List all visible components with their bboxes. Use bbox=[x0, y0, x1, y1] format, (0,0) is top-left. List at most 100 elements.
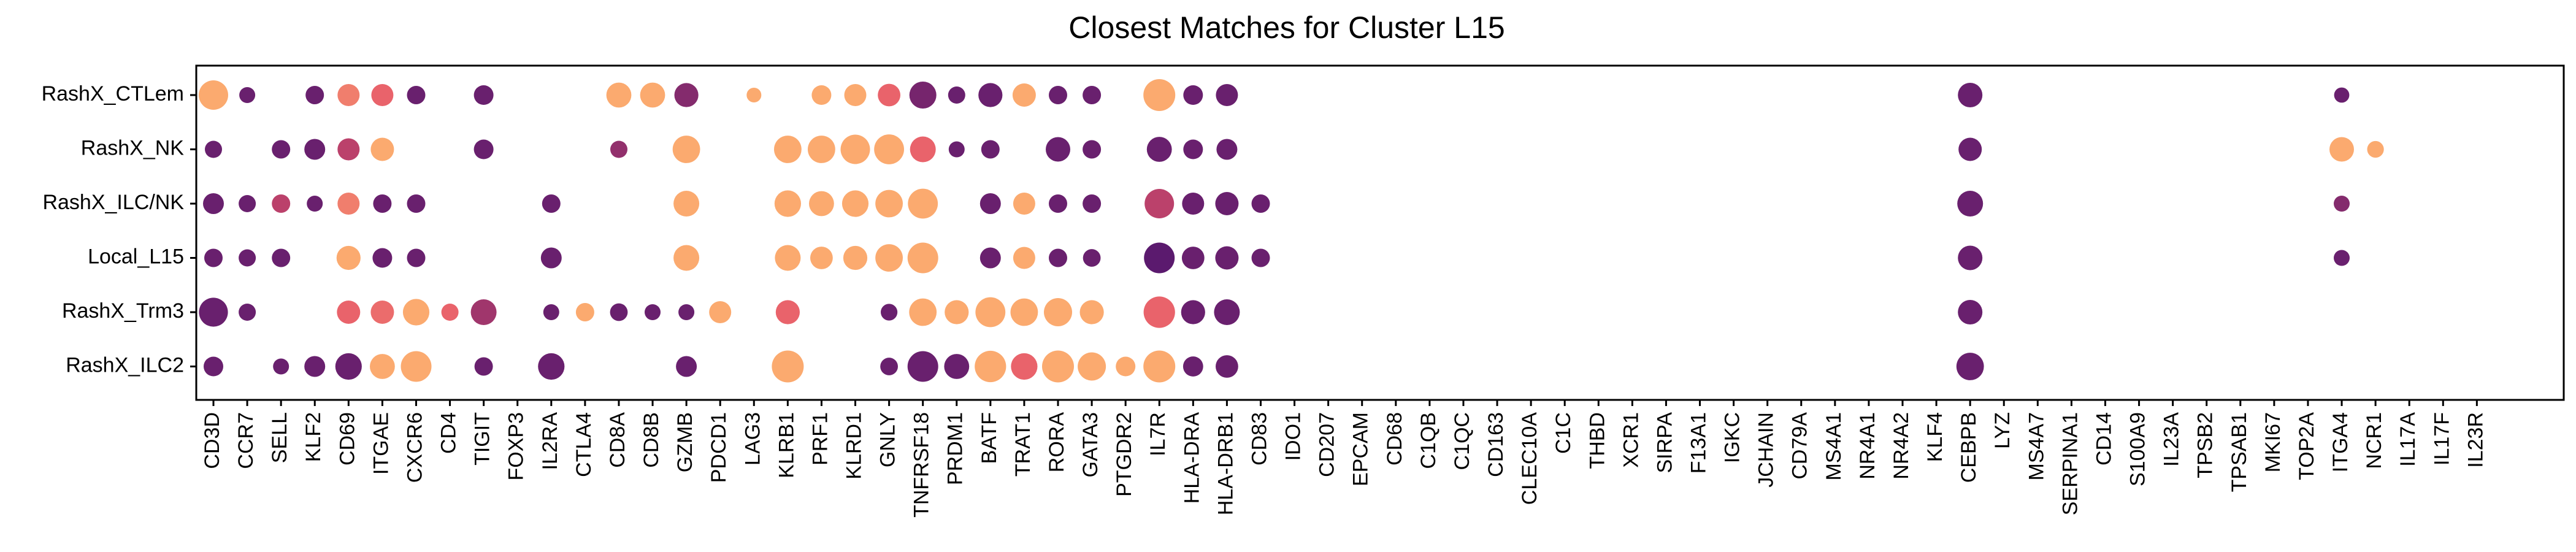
dot-rashx-ilc-nk-gata3 bbox=[1083, 194, 1102, 213]
dot-rashx-ctlem-gnly bbox=[878, 83, 900, 107]
dot-series-layer bbox=[199, 79, 2384, 383]
dot-rashx-ctlem-rora bbox=[1049, 86, 1067, 104]
dot-rashx-trm3-cebpb bbox=[1958, 300, 1983, 324]
dot-rashx-ilc-nk-prf1 bbox=[809, 191, 834, 217]
x-tick-label-c1qb: C1QB bbox=[1417, 412, 1440, 469]
x-tick-label-c1qc: C1QC bbox=[1451, 412, 1474, 470]
x-tick-label-ncr1: NCR1 bbox=[2363, 412, 2386, 469]
dot-rashx-nk-tigit bbox=[473, 139, 494, 159]
dot-local-l15-cd83 bbox=[1251, 248, 1270, 267]
x-tick-label-cd68: CD68 bbox=[1383, 412, 1406, 466]
dot-local-l15-cd3d bbox=[204, 248, 223, 267]
x-tick-label-trat1: TRAT1 bbox=[1011, 412, 1035, 477]
dot-rashx-trm3-cd3d bbox=[199, 297, 228, 327]
x-tick-label-mki67: MKI67 bbox=[2261, 412, 2285, 472]
dot-rashx-ctlem-trat1 bbox=[1012, 83, 1036, 107]
dot-local-l15-prf1 bbox=[810, 247, 833, 269]
dot-rashx-ilc-nk-cd83 bbox=[1251, 194, 1270, 213]
dot-rashx-ctlem-il7r bbox=[1143, 79, 1176, 111]
dot-rashx-ilc2-cebpb bbox=[1956, 353, 1984, 380]
y-tick-label-rashx-trm3: RashX_Trm3 bbox=[62, 299, 184, 323]
x-tick-label-il7r: IL7R bbox=[1146, 412, 1170, 456]
dot-rashx-nk-klrb1 bbox=[774, 136, 802, 163]
x-tick-label-cd69: CD69 bbox=[335, 412, 359, 466]
x-tick-label-gata3: GATA3 bbox=[1079, 412, 1102, 477]
dot-rashx-ilc-nk-tnfrsf18 bbox=[908, 188, 938, 219]
x-tick-label-nr4a2: NR4A2 bbox=[1890, 412, 1913, 480]
dot-rashx-ctlem-prf1 bbox=[811, 85, 832, 105]
dot-rashx-ilc-nk-il7r bbox=[1144, 189, 1175, 218]
dot-rashx-trm3-hla-dra bbox=[1181, 300, 1205, 324]
x-tick-label-gzmb: GZMB bbox=[673, 412, 697, 472]
dot-rashx-ilc-nk-ccr7 bbox=[239, 195, 256, 212]
dot-rashx-ctlem-tigit bbox=[473, 85, 494, 105]
x-axis: CD3D CCR7 SELL KLF2 CD69 ITGAE CXCR6 CD4 TIGIT FO… bbox=[201, 400, 2487, 518]
dot-rashx-ilc2-hla-drb1 bbox=[1216, 355, 1238, 378]
x-tick-label-cd3d: CD3D bbox=[201, 412, 224, 469]
dot-rashx-ilc-nk-itgae bbox=[373, 194, 392, 213]
x-tick-label-foxp3: FOXP3 bbox=[505, 412, 528, 480]
x-tick-label-thbd: THBD bbox=[1585, 412, 1609, 469]
dot-rashx-ilc-nk-rora bbox=[1049, 194, 1067, 213]
dot-local-l15-itga4 bbox=[2334, 250, 2350, 266]
x-tick-label-cd207: CD207 bbox=[1316, 412, 1339, 477]
x-tick-label-tnfrsf18: TNFRSF18 bbox=[910, 412, 933, 518]
dot-rashx-ctlem-hla-dra bbox=[1183, 85, 1203, 105]
x-tick-label-sell: SELL bbox=[268, 412, 291, 463]
x-tick-label-sirpa: SIRPA bbox=[1653, 412, 1676, 473]
dot-rashx-ilc2-tnfrsf18 bbox=[907, 351, 938, 382]
dot-rashx-ilc2-batf bbox=[975, 350, 1006, 383]
x-tick-label-ms4a1: MS4A1 bbox=[1822, 412, 1846, 481]
x-tick-label-prdm1: PRDM1 bbox=[944, 412, 967, 485]
x-tick-label-cd79a: CD79A bbox=[1788, 412, 1812, 480]
dot-rashx-ctlem-lag3 bbox=[746, 88, 762, 102]
dot-rashx-ctlem-cd8b bbox=[640, 82, 665, 108]
dot-local-l15-ccr7 bbox=[239, 249, 256, 267]
x-tick-label-batf: BATF bbox=[978, 412, 1001, 464]
dot-rashx-nk-cebpb bbox=[1958, 137, 1982, 161]
x-tick-label-il23a: IL23A bbox=[2160, 412, 2183, 467]
dot-rashx-ilc-nk-cxcr6 bbox=[407, 194, 426, 213]
dot-rashx-trm3-itgae bbox=[370, 301, 394, 324]
x-tick-label-cd8a: CD8A bbox=[606, 412, 629, 468]
x-tick-label-xcr1: XCR1 bbox=[1619, 412, 1643, 468]
dot-rashx-ctlem-cd3d bbox=[199, 80, 228, 110]
dot-rashx-ilc-nk-gzmb bbox=[673, 191, 700, 217]
dot-rashx-ctlem-ccr7 bbox=[239, 87, 256, 103]
dot-rashx-ilc-nk-hla-dra bbox=[1182, 193, 1205, 215]
dot-rashx-nk-tnfrsf18 bbox=[910, 136, 936, 163]
dot-rashx-ilc2-ptgdr2 bbox=[1116, 356, 1136, 377]
dot-rashx-ctlem-cebpb bbox=[1958, 83, 1983, 107]
x-tick-label-cd8b: CD8B bbox=[640, 412, 663, 468]
x-tick-label-itga4: ITGA4 bbox=[2329, 412, 2352, 472]
x-tick-label-klrb1: KLRB1 bbox=[775, 412, 798, 478]
x-tick-label-ido1: IDO1 bbox=[1282, 412, 1305, 461]
x-tick-label-hla-drb1: HLA-DRB1 bbox=[1214, 412, 1237, 515]
dot-local-l15-trat1 bbox=[1013, 247, 1035, 269]
dot-rashx-ilc2-prdm1 bbox=[944, 354, 970, 379]
x-tick-label-klf2: KLF2 bbox=[302, 412, 325, 462]
dot-local-l15-sell bbox=[272, 248, 291, 267]
dot-rashx-ilc-nk-klrd1 bbox=[841, 190, 869, 217]
dot-local-l15-il7r bbox=[1144, 242, 1175, 274]
dot-rashx-ctlem-cd69 bbox=[337, 84, 360, 106]
dot-rashx-nk-gzmb bbox=[672, 136, 700, 163]
x-tick-label-jchain: JCHAIN bbox=[1755, 412, 1778, 488]
dot-rashx-ctlem-gzmb bbox=[674, 83, 699, 107]
x-tick-label-cxcr6: CXCR6 bbox=[403, 412, 426, 483]
dot-rashx-trm3-il7r bbox=[1143, 296, 1175, 328]
dot-rashx-trm3-klrb1 bbox=[775, 300, 800, 324]
dot-rashx-nk-gata3 bbox=[1083, 140, 1102, 159]
dot-local-l15-gzmb bbox=[673, 245, 700, 271]
dot-rashx-ctlem-cxcr6 bbox=[407, 86, 426, 104]
series-row-rashx-nk bbox=[205, 134, 2384, 164]
x-tick-label-serpina1: SERPINA1 bbox=[2058, 412, 2082, 515]
dot-local-l15-gata3 bbox=[1083, 249, 1101, 267]
x-tick-label-epcam: EPCAM bbox=[1349, 412, 1373, 486]
dot-rashx-trm3-il2ra bbox=[543, 304, 559, 320]
dot-rashx-ilc2-klf2 bbox=[304, 356, 326, 377]
dot-rashx-ilc-nk-gnly bbox=[875, 190, 903, 218]
x-tick-label-lag3: LAG3 bbox=[741, 412, 764, 466]
dot-rashx-trm3-cd8b bbox=[645, 304, 661, 320]
x-tick-label-itgae: ITGAE bbox=[369, 412, 393, 475]
